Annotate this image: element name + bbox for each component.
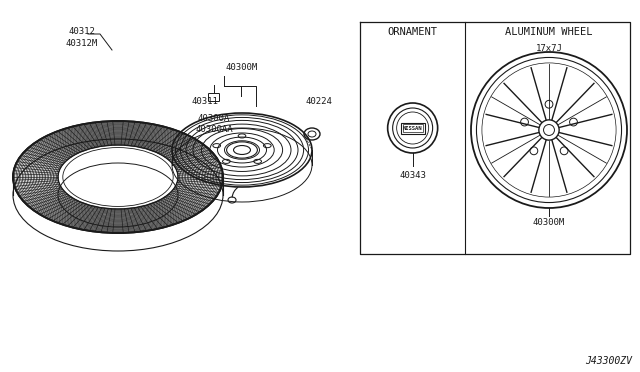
Text: NISSAN: NISSAN xyxy=(403,125,422,131)
Text: J43300ZV: J43300ZV xyxy=(585,356,632,366)
Text: 40343: 40343 xyxy=(399,171,426,180)
Text: 40300M: 40300M xyxy=(533,218,565,227)
Text: 40224: 40224 xyxy=(305,97,332,106)
Text: 40300A
40300AA: 40300A 40300AA xyxy=(195,114,233,134)
Text: 40312
40312M: 40312 40312M xyxy=(66,27,98,48)
Text: 40300M: 40300M xyxy=(226,63,259,72)
Bar xyxy=(401,122,425,134)
Text: 17x7J: 17x7J xyxy=(536,44,563,53)
Bar xyxy=(403,124,422,132)
Text: ORNAMENT: ORNAMENT xyxy=(388,27,438,37)
Text: 40311: 40311 xyxy=(191,97,218,106)
Text: ALUMINUM WHEEL: ALUMINUM WHEEL xyxy=(505,27,593,37)
